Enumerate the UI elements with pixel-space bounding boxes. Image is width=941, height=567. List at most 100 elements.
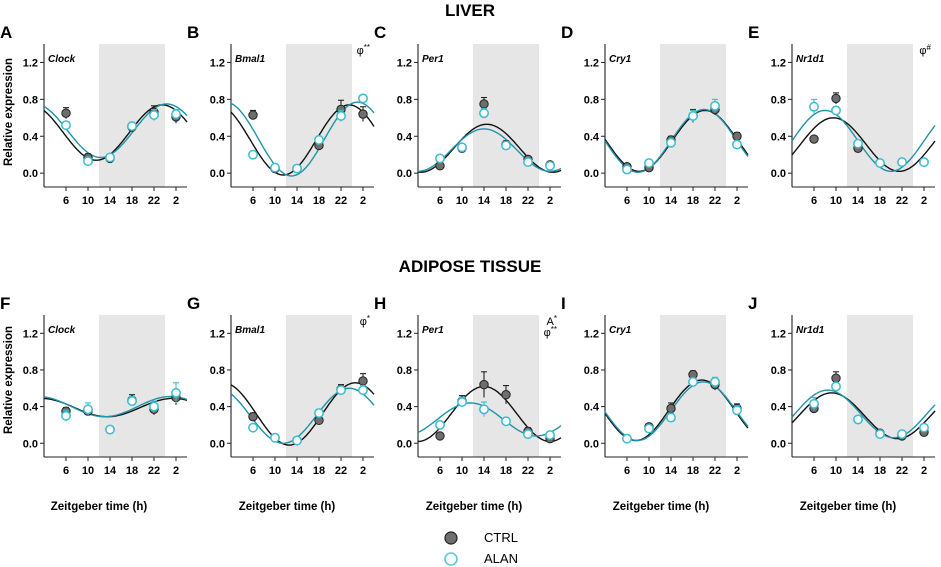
data-point-alan-a bbox=[149, 110, 159, 120]
x-tick-label-f: 2 bbox=[173, 465, 179, 477]
data-point-alan-g bbox=[336, 385, 346, 396]
y-tick-label-g: 0.8 bbox=[210, 365, 225, 377]
y-tick-label-d: 0.4 bbox=[584, 131, 600, 143]
panel-letter-b: B bbox=[187, 23, 199, 42]
x-tick-label-f: 10 bbox=[82, 465, 94, 477]
data-point-alan-h bbox=[479, 404, 489, 415]
x-tick-label-e: 2 bbox=[921, 195, 927, 207]
panel-letter-c: C bbox=[374, 23, 386, 42]
y-tick-label-f: 0.0 bbox=[23, 438, 38, 450]
x-axis-title-j: Zeitgeber time (h) bbox=[800, 501, 897, 513]
gene-label-e: Nr1d1 bbox=[796, 54, 825, 65]
x-tick-label-j: 18 bbox=[874, 465, 886, 477]
panel-letter-d: D bbox=[561, 23, 573, 42]
data-point-alan-d bbox=[622, 164, 632, 175]
data-point-ctrl-d bbox=[732, 131, 742, 141]
y-tick-label-j: 0.4 bbox=[771, 402, 787, 414]
panel-letter-f: F bbox=[0, 294, 10, 313]
data-point-alan-h bbox=[435, 419, 445, 430]
y-tick-label-a: 0.8 bbox=[23, 94, 38, 106]
data-point-alan-a bbox=[171, 109, 181, 120]
data-point-alan-b bbox=[358, 93, 368, 104]
x-tick-label-b: 6 bbox=[250, 195, 256, 207]
row-title-adipose: ADIPOSE TISSUE bbox=[399, 257, 542, 276]
x-tick-label-b: 10 bbox=[269, 195, 281, 207]
gene-label-d: Cry1 bbox=[609, 54, 632, 65]
data-point-alan-i bbox=[666, 412, 676, 423]
x-tick-label-e: 6 bbox=[811, 195, 817, 207]
gene-label-i: Cry1 bbox=[609, 325, 632, 336]
data-point-alan-b bbox=[336, 111, 346, 121]
data-point-alan-e bbox=[809, 101, 819, 112]
y-tick-label-i: 1.2 bbox=[584, 328, 599, 340]
y-tick-label-h: 1.2 bbox=[397, 328, 412, 340]
y-tick-label-h: 0.0 bbox=[397, 438, 412, 450]
y-tick-label-a: 1.2 bbox=[23, 57, 38, 69]
y-tick-label-e: 1.2 bbox=[771, 57, 786, 69]
data-point-alan-b bbox=[314, 134, 324, 145]
data-point-alan-f bbox=[127, 396, 137, 407]
panel-letter-a: A bbox=[0, 23, 12, 42]
y-tick-label-g: 0.0 bbox=[210, 438, 225, 450]
data-point-alan-c bbox=[479, 108, 489, 119]
y-tick-label-a: 0.4 bbox=[23, 131, 39, 143]
data-point-alan-e bbox=[919, 157, 929, 168]
x-tick-label-g: 14 bbox=[291, 465, 304, 477]
fit-curve-alan-g bbox=[230, 387, 375, 445]
x-tick-label-f: 18 bbox=[126, 465, 138, 477]
x-tick-label-a: 6 bbox=[63, 195, 69, 207]
data-point-alan-c bbox=[523, 157, 533, 168]
x-tick-label-b: 18 bbox=[313, 195, 325, 207]
data-point-alan-i bbox=[644, 423, 654, 434]
data-point-alan-g bbox=[314, 408, 324, 418]
x-tick-label-g: 18 bbox=[313, 465, 325, 477]
data-point-alan-g bbox=[358, 385, 368, 396]
data-point-alan-h bbox=[501, 416, 511, 427]
data-point-alan-a bbox=[127, 121, 137, 132]
x-tick-label-b: 2 bbox=[360, 195, 366, 207]
x-tick-label-d: 2 bbox=[734, 195, 740, 207]
y-tick-label-j: 1.2 bbox=[771, 328, 786, 340]
y-tick-label-j: 0.8 bbox=[771, 365, 786, 377]
data-point-ctrl-h bbox=[479, 379, 489, 390]
x-tick-label-c: 6 bbox=[437, 195, 443, 207]
data-point-alan-b bbox=[270, 162, 280, 173]
data-point-alan-j bbox=[809, 398, 819, 409]
data-point-alan-i bbox=[732, 405, 742, 416]
y-tick-label-b: 0.0 bbox=[210, 168, 225, 180]
legend-marker-alan bbox=[444, 552, 458, 566]
y-axis-title-liver: Relative expression bbox=[3, 58, 15, 166]
data-point-ctrl-h bbox=[501, 390, 511, 400]
x-tick-label-f: 14 bbox=[104, 465, 117, 477]
data-point-ctrl-b bbox=[248, 110, 258, 120]
x-tick-label-i: 10 bbox=[643, 465, 655, 477]
x-tick-label-d: 10 bbox=[643, 195, 655, 207]
y-tick-label-i: 0.0 bbox=[584, 438, 599, 450]
x-tick-label-a: 2 bbox=[173, 195, 179, 207]
y-tick-label-i: 0.4 bbox=[584, 402, 600, 414]
data-point-ctrl-e bbox=[809, 134, 819, 144]
x-tick-label-j: 2 bbox=[921, 465, 927, 477]
y-tick-label-i: 0.8 bbox=[584, 365, 599, 377]
row-title-liver: LIVER bbox=[445, 1, 495, 20]
fit-curve-alan-f bbox=[43, 395, 188, 418]
data-point-alan-e bbox=[853, 138, 863, 149]
x-tick-label-h: 14 bbox=[478, 465, 491, 477]
y-tick-label-f: 1.2 bbox=[23, 328, 38, 340]
data-point-alan-j bbox=[831, 381, 841, 392]
annotation-b: φ** bbox=[357, 43, 370, 58]
fit-curve-alan-h bbox=[417, 402, 562, 437]
x-tick-label-c: 2 bbox=[547, 195, 553, 207]
data-point-alan-g bbox=[270, 432, 280, 443]
y-tick-label-d: 0.8 bbox=[584, 94, 599, 106]
x-tick-label-d: 6 bbox=[624, 195, 630, 207]
legend-label-ctrl: CTRL bbox=[484, 530, 518, 545]
data-point-alan-c bbox=[435, 153, 445, 164]
data-point-alan-j bbox=[853, 414, 863, 425]
